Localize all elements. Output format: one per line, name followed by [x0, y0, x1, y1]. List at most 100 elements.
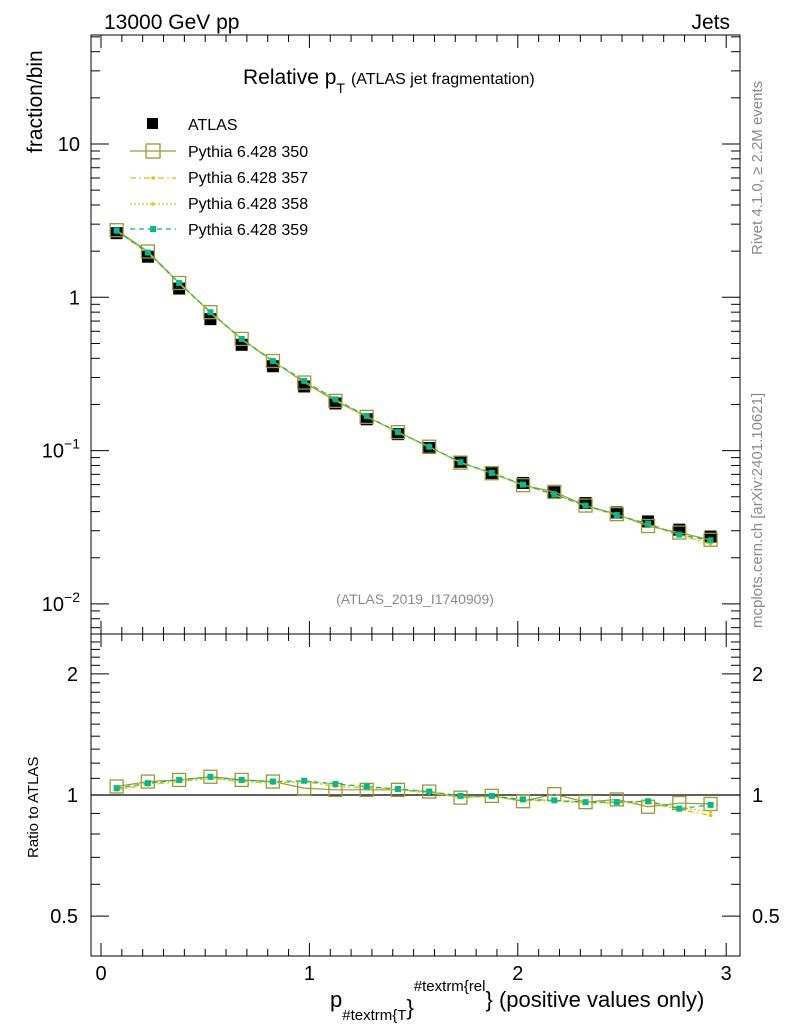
x-axis-label: p#textrm{T}#textrm{rel} (positive values…	[330, 978, 704, 1024]
legend-label-atlas: ATLAS	[188, 117, 238, 134]
x-tick-label: 0	[95, 963, 106, 985]
legend-marker-p357	[151, 176, 155, 180]
main-point-p359	[144, 249, 151, 256]
ratio-point-p350	[203, 769, 218, 784]
main-ylabel: fraction/bin	[24, 50, 47, 153]
plot-title: Relative pT (ATLAS jet fragmentation)	[243, 66, 535, 96]
main-line-p359	[116, 230, 711, 541]
ratio-point-p359	[488, 792, 495, 799]
main-point-p350	[140, 244, 156, 259]
ratio-point-p350	[609, 792, 624, 807]
ratio-point-p359	[363, 783, 370, 790]
main-point-p359	[207, 309, 214, 316]
ratio-point-p359	[520, 796, 527, 803]
ratio-point-p359	[707, 801, 714, 808]
ratio-point-p357	[708, 813, 713, 818]
ratio-line-p357	[116, 777, 711, 816]
main-point-p350	[515, 478, 531, 493]
main-point-p359	[238, 335, 245, 342]
xlabel-p: p	[330, 987, 342, 1012]
main-point-p359	[457, 459, 464, 466]
main-point-p350	[203, 305, 218, 320]
ratio-point-p350	[453, 790, 468, 805]
legend-label-p358: Pythia 6.428 358	[188, 196, 308, 213]
title-main: Relative p	[243, 66, 336, 89]
main-point-p350	[578, 498, 593, 513]
ratio-point-p359	[676, 805, 683, 812]
legend-entry-atlas: ATLAS	[147, 117, 238, 134]
main-point-p350	[328, 393, 343, 409]
main-point-p359	[707, 537, 714, 544]
legend-marker-p350	[145, 143, 161, 159]
ratio-point-p359	[144, 780, 151, 787]
main-point-p350	[609, 506, 624, 522]
ratio-point-p359	[269, 778, 276, 785]
main-point-p359	[676, 531, 683, 538]
main-point-p359	[113, 227, 120, 234]
ratio-point-p359	[426, 788, 433, 795]
ratio-point-p358	[708, 809, 713, 814]
y-tick-label: 10−2	[42, 589, 80, 616]
analysis-id: (ATLAS_2019_I1740909)	[336, 591, 494, 607]
ratio-point-p359	[582, 799, 589, 806]
legend-entry-p359: Pythia 6.428 359	[130, 222, 308, 239]
legend: ATLAS Pythia 6.428 350 Pythia 6.428 357 …	[130, 117, 308, 239]
ratio-line-p359	[116, 776, 711, 810]
ratio-y-tick-label-right: 0.5	[752, 906, 780, 928]
ratio-point-p359	[394, 785, 401, 792]
ratio-point-p359	[207, 773, 214, 780]
ratio-y-tick-label-left: 2	[67, 664, 78, 686]
legend-marker-p359	[150, 226, 156, 232]
legend-label-p359: Pythia 6.428 359	[188, 222, 308, 239]
xlabel-brace: }	[406, 995, 413, 1020]
ratio-point-p350	[140, 774, 156, 789]
xlabel-rest: } (positive values only)	[486, 987, 705, 1012]
title-rest: (ATLAS jet fragmentation)	[351, 71, 535, 88]
ratio-point-p359	[176, 776, 183, 783]
main-point-p359	[332, 396, 339, 403]
ratio-y-tick-label-right: 1	[752, 785, 763, 807]
ratio-point-p359	[113, 785, 120, 792]
main-point-p350	[390, 424, 406, 440]
main-point-p359	[645, 520, 652, 527]
y-tick-label-base: 10	[58, 134, 80, 156]
main-point-p350	[109, 223, 124, 238]
x-tick-label: 1	[304, 963, 315, 985]
ratio-y-tick-label-right: 2	[752, 664, 763, 686]
main-point-p350	[484, 466, 499, 481]
side-label-bottom: mcplots.cern.ch [arXiv:2401.10621]	[749, 393, 766, 628]
side-label-top: Rivet 4.1.0, ≥ 2.2M events	[749, 81, 766, 255]
y-tick-label-exponent: −2	[64, 589, 80, 605]
xlabel-sub: #textrm{T	[342, 1007, 406, 1024]
main-point-p350	[359, 409, 374, 425]
ratio-point-p359	[613, 799, 620, 806]
ratio-point-p359	[645, 798, 652, 805]
ratio-ylabel: Ratio to ATLAS	[25, 757, 42, 858]
main-point-p359	[301, 377, 308, 384]
ratio-point-p359	[332, 780, 339, 787]
legend-entry-p358: Pythia 6.428 358	[130, 196, 308, 213]
ratio-point-p350	[515, 794, 531, 809]
ratio-point-p350	[234, 772, 249, 788]
legend-marker-atlas	[147, 118, 158, 129]
y-tick-label-exponent: −1	[64, 436, 80, 452]
main-point-p350	[171, 275, 187, 291]
ratio-point-p350	[359, 782, 374, 797]
y-tick-label: 1	[69, 287, 80, 309]
main-point-p350	[234, 331, 249, 347]
main-point-p359	[363, 413, 370, 420]
main-point-p350	[297, 375, 312, 390]
process-label: Jets	[691, 11, 730, 34]
ratio-point-p359	[551, 797, 558, 804]
legend-label-p350: Pythia 6.428 350	[188, 144, 308, 161]
x-tick-label: 2	[512, 963, 523, 985]
y-tick-label: 10	[58, 134, 80, 156]
legend-entry-p350: Pythia 6.428 350	[130, 143, 308, 161]
title-subscript: T	[336, 80, 345, 96]
ratio-y-tick-label-left: 0.5	[50, 906, 78, 928]
legend-entry-p357: Pythia 6.428 357	[130, 170, 308, 187]
main-point-p359	[269, 358, 276, 365]
main-point-p359	[488, 469, 495, 476]
main-point-p350	[265, 353, 281, 369]
